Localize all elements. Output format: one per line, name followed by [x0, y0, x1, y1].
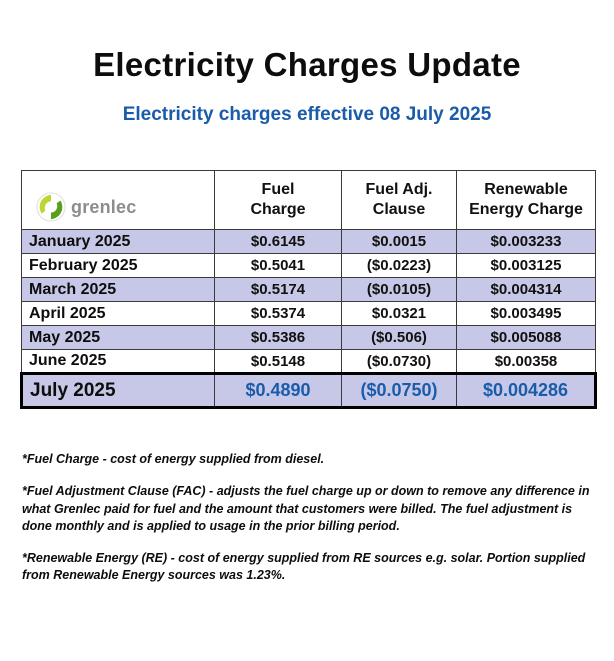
renewable-cell: $0.003495	[456, 301, 596, 326]
fuel-charge-cell: $0.5174	[214, 277, 342, 302]
col-header-renewable-energy-charge: Renewable Energy Charge	[456, 170, 596, 230]
table-row-june: June 2025 $0.5148 ($0.0730) $0.00358	[21, 349, 596, 374]
table-row-april: April 2025 $0.5374 $0.0321 $0.003495	[21, 301, 596, 326]
fuel-adj-cell: ($0.0105)	[341, 277, 457, 302]
page-title: Electricity Charges Update	[93, 46, 521, 83]
table-row-february: February 2025 $0.5041 ($0.0223) $0.00312…	[21, 253, 596, 278]
footnote-fuel-adjustment-clause: *Fuel Adjustment Clause (FAC) - adjusts …	[22, 484, 590, 533]
grenlec-leaf-icon	[36, 192, 66, 222]
page-subtitle: Electricity charges effective 08 July 20…	[122, 104, 492, 125]
month-cell: April 2025	[21, 301, 215, 326]
fuel-adj-cell: ($0.0750)	[341, 372, 457, 409]
fuel-charge-cell: $0.5374	[214, 301, 342, 326]
logo-cell: grenlec	[21, 170, 215, 230]
fuel-adj-cell: ($0.0730)	[341, 349, 457, 374]
table-row-january: January 2025 $0.6145 $0.0015 $0.003233	[21, 229, 596, 254]
table-row-july-highlighted: July 2025 $0.4890 ($0.0750) $0.004286	[20, 372, 597, 409]
fuel-adj-cell: $0.0321	[341, 301, 457, 326]
grenlec-logo: grenlec	[36, 192, 136, 222]
col-header-fuel-adj-clause: Fuel Adj. Clause	[341, 170, 457, 230]
fuel-adj-cell: ($0.0223)	[341, 253, 457, 278]
renewable-cell: $0.004286	[456, 372, 597, 409]
fuel-charge-cell: $0.5386	[214, 325, 342, 350]
fuel-charge-cell: $0.5041	[214, 253, 342, 278]
table-row-march: March 2025 $0.5174 ($0.0105) $0.004314	[21, 277, 596, 302]
fuel-charge-cell: $0.4890	[214, 372, 342, 409]
renewable-cell: $0.005088	[456, 325, 596, 350]
month-cell: May 2025	[21, 325, 215, 350]
footnotes: *Fuel Charge - cost of energy supplied f…	[22, 451, 590, 585]
renewable-cell: $0.003125	[456, 253, 596, 278]
footnote-fuel-charge: *Fuel Charge - cost of energy supplied f…	[22, 452, 325, 466]
renewable-cell: $0.004314	[456, 277, 596, 302]
month-cell: June 2025	[21, 349, 215, 374]
fuel-charge-cell: $0.5148	[214, 349, 342, 374]
month-cell: March 2025	[21, 277, 215, 302]
month-cell: July 2025	[20, 372, 215, 409]
fuel-charge-cell: $0.6145	[214, 229, 342, 254]
header-row: grenlec Fuel Charge Fuel Adj. Clause Ren…	[21, 170, 596, 230]
charges-table-container: grenlec Fuel Charge Fuel Adj. Clause Ren…	[20, 170, 597, 409]
renewable-cell: $0.003233	[456, 229, 596, 254]
footnote-renewable-energy: *Renewable Energy (RE) - cost of energy …	[22, 551, 586, 583]
fuel-adj-cell: $0.0015	[341, 229, 457, 254]
month-cell: February 2025	[21, 253, 215, 278]
fuel-adj-cell: ($0.506)	[341, 325, 457, 350]
col-header-fuel-charge: Fuel Charge	[214, 170, 342, 230]
renewable-cell: $0.00358	[456, 349, 596, 374]
charges-table: grenlec Fuel Charge Fuel Adj. Clause Ren…	[20, 170, 597, 409]
table-row-may: May 2025 $0.5386 ($0.506) $0.005088	[21, 325, 596, 350]
logo-text: grenlec	[71, 196, 137, 217]
month-cell: January 2025	[21, 229, 215, 254]
